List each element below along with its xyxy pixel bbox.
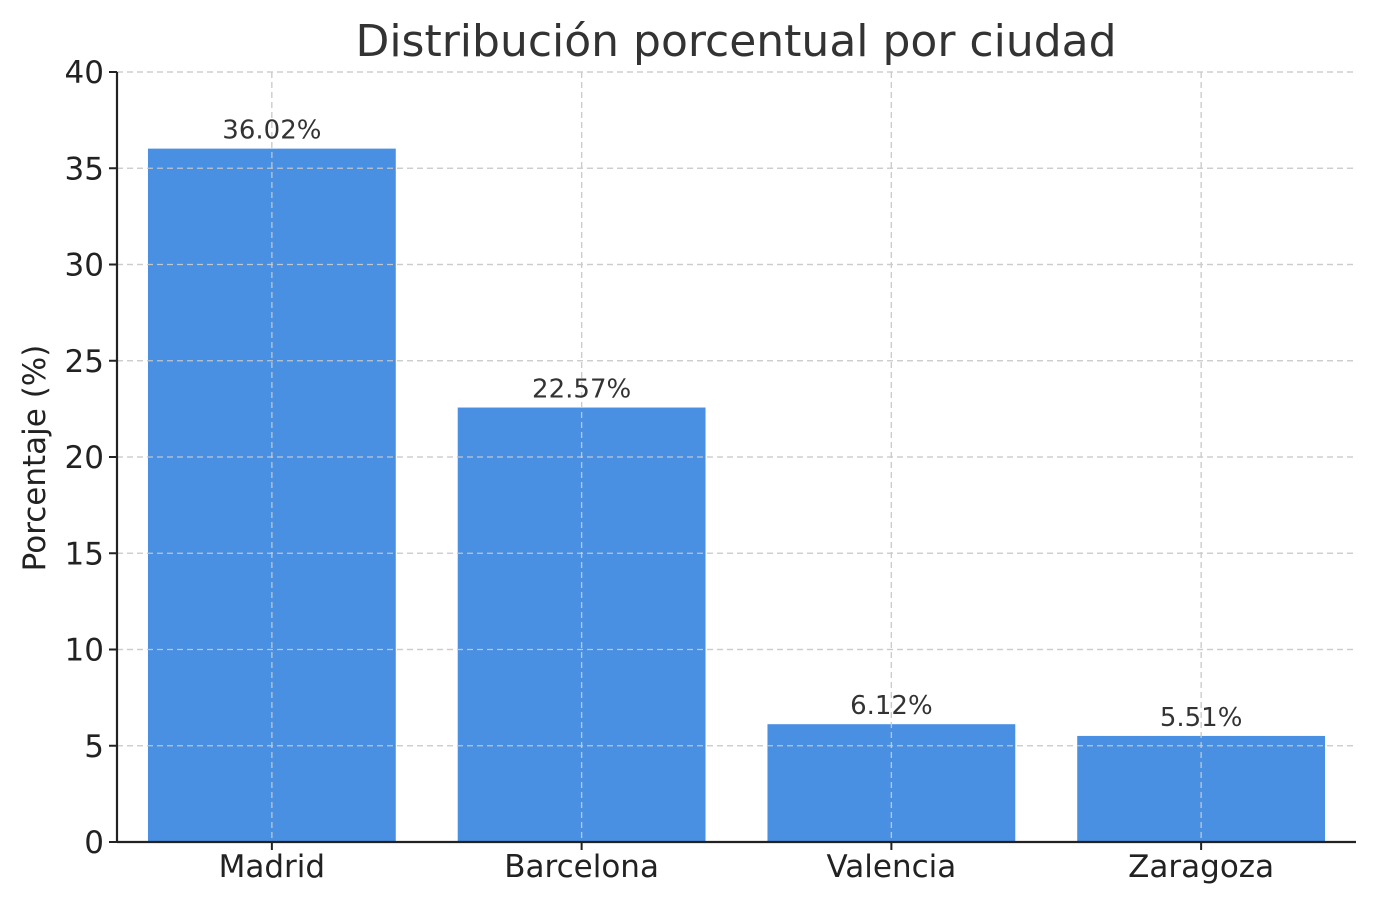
y-tick-label: 20 <box>65 440 104 476</box>
chart-title: Distribución porcentual por ciudad <box>355 16 1116 67</box>
x-tick-label: Valencia <box>826 849 956 885</box>
y-tick-label: 10 <box>65 633 104 669</box>
data-label-zaragoza: 5.51% <box>1160 703 1243 733</box>
x-tick-label: Madrid <box>219 849 325 885</box>
y-tick-label: 40 <box>65 55 104 91</box>
data-label-madrid: 36.02% <box>222 116 321 146</box>
x-tick-label: Barcelona <box>504 849 659 885</box>
y-tick-label: 30 <box>65 248 104 284</box>
y-tick-label: 5 <box>84 729 104 765</box>
x-tick-label: Zaragoza <box>1128 849 1274 885</box>
axis-layer <box>109 71 1356 850</box>
y-tick-label: 0 <box>84 825 104 861</box>
label-layer: 36.02% 22.57% 6.12% 5.51% 0 5 10 15 20 25 30 35 40 Ma… <box>65 55 1275 885</box>
data-label-valencia: 6.12% <box>850 691 933 721</box>
data-label-barcelona: 22.57% <box>532 375 631 405</box>
y-tick-label: 35 <box>65 151 104 187</box>
bar-layer <box>117 71 1356 843</box>
y-axis-label: Porcentaje (%) <box>17 345 53 572</box>
y-tick-label: 15 <box>65 536 104 572</box>
y-tick-label: 25 <box>65 344 104 380</box>
